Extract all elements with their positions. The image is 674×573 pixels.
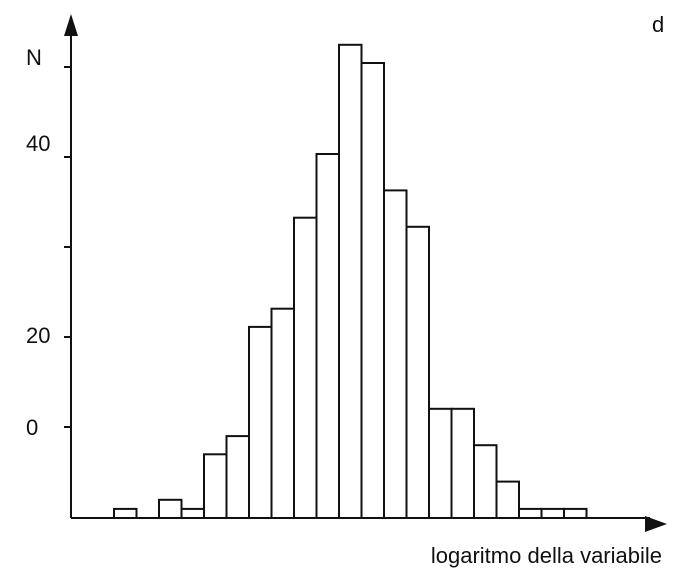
y-axis-label: N	[26, 45, 42, 70]
y-tick-label-20: 20	[26, 323, 50, 348]
histogram-bar	[225, 435, 250, 520]
bars-group	[113, 43, 588, 520]
histogram-bar	[383, 189, 408, 519]
panel-label: d	[652, 12, 664, 37]
histogram-bar	[158, 498, 183, 519]
histogram-bar	[113, 507, 138, 519]
y-tick-label-40: 40	[26, 131, 50, 156]
histogram-bar	[518, 507, 543, 519]
y-tick-label-0: 0	[26, 415, 38, 440]
histogram-bar	[180, 507, 205, 519]
histogram-bar	[563, 507, 588, 519]
histogram-bar	[315, 153, 340, 519]
x-axis-arrow	[645, 516, 667, 532]
x-axis-label: logaritmo della variabile	[431, 543, 662, 568]
y-axis-arrow	[64, 14, 78, 36]
histogram-bar	[405, 225, 430, 520]
histogram-bar	[270, 307, 295, 520]
histogram-bar	[293, 216, 318, 519]
y-ticks-group	[64, 66, 71, 428]
histogram-bar	[360, 62, 385, 519]
histogram-bar	[473, 444, 498, 520]
histogram-bar	[248, 325, 273, 519]
histogram-bar	[495, 480, 520, 520]
histogram-bar	[540, 507, 565, 519]
histogram-bar	[338, 43, 363, 520]
histogram-bar	[203, 453, 228, 519]
histogram-bar	[428, 407, 453, 519]
histogram-bar	[450, 407, 475, 519]
